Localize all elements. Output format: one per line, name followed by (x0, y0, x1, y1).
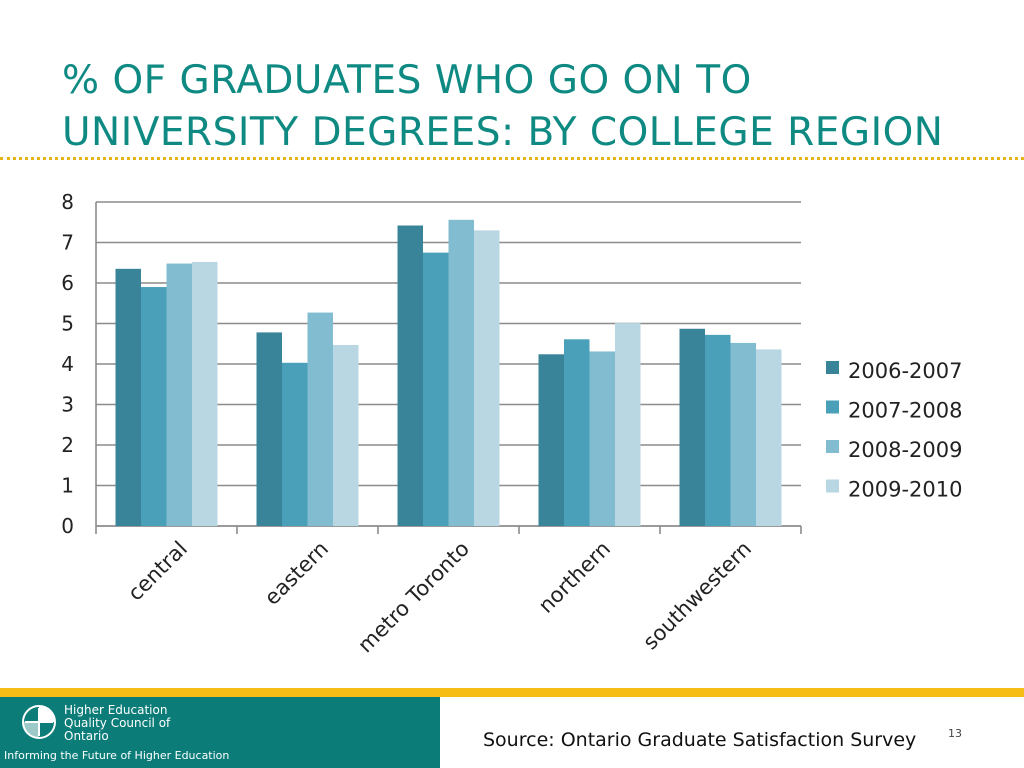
legend-label: 2006-2007 (848, 359, 962, 383)
legend-swatch (826, 400, 839, 414)
bar-chart: 0 1 2 3 4 5 6 7 8 central eastern metro Toronto nort… (61, 190, 962, 658)
y-tick-label: 5 (61, 312, 74, 336)
org-tagline: Informing the Future of Higher Education (4, 749, 230, 762)
category-label: northern (534, 537, 615, 618)
bar-2009-2010 (615, 323, 641, 526)
category-label: eastern (260, 537, 333, 610)
bar-2006-2007 (115, 268, 141, 526)
bar-2008-2009 (589, 351, 615, 526)
bar-2009-2010 (333, 344, 359, 526)
bar-2007-2008 (282, 362, 308, 526)
y-tick-label: 8 (61, 190, 74, 214)
org-name: Higher Education Quality Council of Onta… (64, 703, 171, 743)
bar-2008-2009 (448, 219, 474, 526)
legend-swatch (826, 479, 839, 493)
bar-2006-2007 (538, 354, 564, 526)
title-divider (0, 157, 1024, 160)
bar-2008-2009 (730, 342, 756, 526)
bar-2007-2008 (564, 339, 590, 526)
bar-2006-2007 (397, 225, 423, 527)
bar-2008-2009 (166, 263, 192, 526)
bar-2007-2008 (705, 334, 731, 526)
y-tick-label: 3 (61, 393, 74, 417)
category-label: metro Toronto (353, 537, 474, 658)
bar-2007-2008 (141, 287, 167, 526)
category-label: central (123, 537, 192, 606)
bar-2009-2010 (756, 349, 782, 526)
slide-title: % OF GRADUATES WHO GO ON TO UNIVERSITY D… (62, 58, 944, 155)
category-label: southwestern (638, 537, 756, 655)
bar-2007-2008 (423, 252, 449, 526)
source-note: Source: Ontario Graduate Satisfaction Su… (483, 729, 917, 751)
legend-label: 2007-2008 (848, 399, 962, 423)
bar-2009-2010 (192, 261, 218, 526)
y-tick-label: 7 (61, 231, 74, 255)
bar-2009-2010 (474, 230, 500, 526)
y-tick-label: 4 (61, 352, 74, 376)
footer-accent-band (0, 688, 1024, 697)
y-tick-label: 6 (61, 271, 74, 295)
legend-label: 2008-2009 (848, 438, 962, 462)
bar-2006-2007 (256, 332, 282, 526)
footer-branding: Higher Education Quality Council of Onta… (0, 697, 440, 768)
bar-2006-2007 (679, 328, 705, 526)
page-number: 13 (948, 727, 962, 740)
y-tick-label: 1 (61, 474, 74, 498)
heqco-logo-icon (22, 705, 56, 739)
y-tick-label: 2 (61, 433, 74, 457)
legend-swatch (826, 440, 839, 453)
legend-label: 2009-2010 (848, 478, 962, 502)
legend-swatch (826, 361, 839, 374)
bar-2008-2009 (307, 312, 333, 526)
y-tick-label: 0 (61, 514, 74, 538)
